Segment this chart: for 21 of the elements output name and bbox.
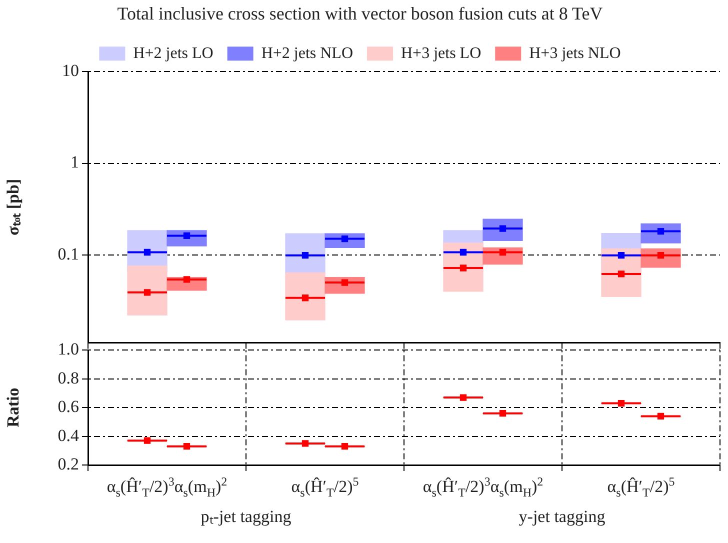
chart-title: Total inclusive cross section with vector boson fusion cuts at 8 TeV [117, 4, 603, 24]
y-axis-title: σₜₒₜ [pb] [4, 178, 23, 236]
text: pₜ-jet tagging [200, 506, 292, 528]
text: y-jet tagging [518, 506, 606, 528]
y-tick-label: 0.6 [58, 397, 79, 416]
legend-label: H+2 jets NLO [261, 44, 354, 62]
x-tick-label: α$_{s}$(Ĥ′$_{T}$/2)$^{5}$ [607, 474, 675, 500]
y-tick-label: 0.1 [58, 244, 79, 264]
x-tick-label: α$_{s}$(Ĥ′$_{T}$/2)$^{5}$ [291, 474, 359, 500]
y-tick-label: 0.2 [58, 454, 79, 474]
category-label: α$_{s}$(Ĥ′$_{T}$/2)$^{3}$α$_{s}$(m$_{H}$)$^{2}$ [106, 474, 228, 500]
y-tick-label: 1.0 [58, 340, 79, 359]
legend-label: H+3 jets LO [401, 44, 482, 62]
y-tick-label: 0.4 [58, 426, 80, 445]
y-tick-label: 1 [70, 152, 79, 172]
category-label: α$_{s}$(Ĥ′$_{T}$/2)$^{3}$α$_{s}$(m$_{H}$)$^{2}$ [422, 474, 544, 500]
y-tick-label: 10 [62, 61, 79, 80]
y-tick-label: 0.8 [58, 368, 79, 388]
legend-label: H+3 jets NLO [529, 44, 621, 62]
y-axis-title: Ratio [4, 388, 23, 428]
legend-label: H+2 jets LO [133, 44, 214, 62]
